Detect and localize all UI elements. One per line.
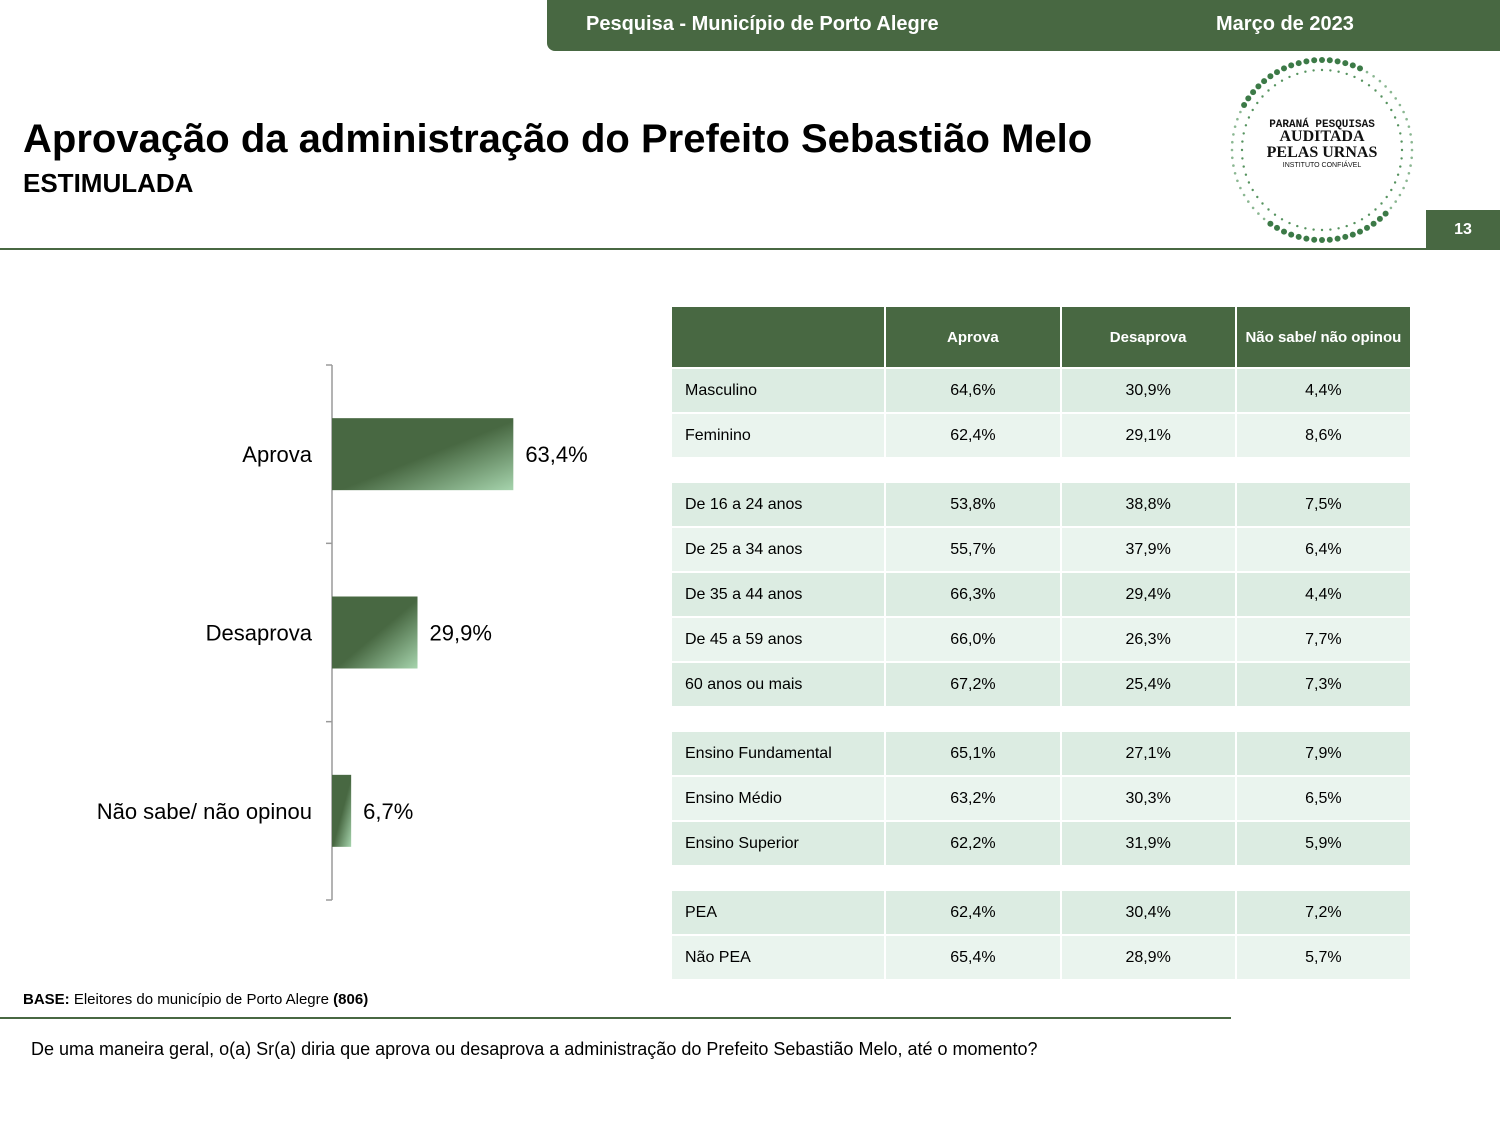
base-count: (806) <box>333 991 369 1008</box>
value-label: 29,9% <box>430 621 492 646</box>
table-row: PEA 62,4% 30,4% 7,2% <box>672 891 1410 934</box>
table-cell: 30,9% <box>1061 369 1235 412</box>
base-note: BASE: Eleitores do município de Porto Al… <box>23 991 368 1008</box>
table-cell: 7,5% <box>1236 483 1410 526</box>
table-cell: 62,4% <box>886 414 1060 457</box>
table-cell: 65,1% <box>886 732 1060 775</box>
table-cell: 63,2% <box>886 777 1060 820</box>
table-cell: 67,2% <box>886 663 1060 706</box>
row-label: Ensino Fundamental <box>672 732 885 775</box>
column-header: Aprova <box>886 307 1060 367</box>
table-row: Ensino Superior 62,2% 31,9% 5,9% <box>672 822 1410 865</box>
title-divider <box>0 248 1500 250</box>
table-cell: 29,1% <box>1061 414 1235 457</box>
page-title: Aprovação da administração do Prefeito S… <box>23 117 1093 161</box>
logo-line-4: INSTITUTO CONFIÁVEL <box>1283 160 1362 169</box>
page-number: 13 <box>1426 210 1500 249</box>
group-spacer <box>672 867 1410 889</box>
table-cell: 62,2% <box>886 822 1060 865</box>
row-label: De 35 a 44 anos <box>672 573 885 616</box>
page-subtitle: ESTIMULADA <box>23 168 194 198</box>
table-cell: 4,4% <box>1236 573 1410 616</box>
table-cell: 53,8% <box>886 483 1060 526</box>
row-label: Feminino <box>672 414 885 457</box>
parana-pesquisas-logo: PARANÁ PESQUISAS AUDITADA PELAS URNAS IN… <box>1230 57 1414 243</box>
table-cell: 6,4% <box>1236 528 1410 571</box>
survey-name: Pesquisa - Município de Porto Alegre <box>586 13 939 35</box>
bar-3 <box>332 774 352 847</box>
table-cell: 65,4% <box>886 936 1060 979</box>
value-label: 6,7% <box>363 799 413 824</box>
table-cell: 66,0% <box>886 618 1060 661</box>
logo-line-3: PELAS URNAS <box>1267 144 1378 161</box>
category-label: Desaprova <box>206 621 313 646</box>
table-cell: 5,7% <box>1236 936 1410 979</box>
column-header: Desaprova <box>1061 307 1235 367</box>
table-cell: 38,8% <box>1061 483 1235 526</box>
approval-bar-chart: Aprova 63,4% Desaprova 29,9% Não sabe/ não o… <box>97 364 588 901</box>
table-cell: 62,4% <box>886 891 1060 934</box>
table-cell: 31,9% <box>1061 822 1235 865</box>
table-cell: 64,6% <box>886 369 1060 412</box>
table-cell: 8,6% <box>1236 414 1410 457</box>
row-label: Não PEA <box>672 936 885 979</box>
category-label: Aprova <box>242 442 312 467</box>
logo-line-2: AUDITADA <box>1279 128 1364 145</box>
table-cell: 28,9% <box>1061 936 1235 979</box>
table-cell: 27,1% <box>1061 732 1235 775</box>
row-label: 60 anos ou mais <box>672 663 885 706</box>
table-cell: 30,4% <box>1061 891 1235 934</box>
table-row: Ensino Fundamental 65,1% 27,1% 7,9% <box>672 732 1410 775</box>
table-cell: 7,9% <box>1236 732 1410 775</box>
table-cell: 6,5% <box>1236 777 1410 820</box>
header-blank <box>672 307 885 367</box>
survey-date: Março de 2023 <box>1216 13 1354 35</box>
row-label: De 25 a 34 anos <box>672 528 885 571</box>
base-label: BASE: <box>23 991 70 1008</box>
table-cell: 55,7% <box>886 528 1060 571</box>
table-cell: 7,7% <box>1236 618 1410 661</box>
row-label: De 16 a 24 anos <box>672 483 885 526</box>
table-cell: 66,3% <box>886 573 1060 616</box>
table-row: 60 anos ou mais 67,2% 25,4% 7,3% <box>672 663 1410 706</box>
table-row: De 16 a 24 anos 53,8% 38,8% 7,5% <box>672 483 1410 526</box>
row-label: Ensino Superior <box>672 822 885 865</box>
table-row: De 45 a 59 anos 66,0% 26,3% 7,7% <box>672 618 1410 661</box>
table-cell: 5,9% <box>1236 822 1410 865</box>
table-cell: 4,4% <box>1236 369 1410 412</box>
table-cell: 29,4% <box>1061 573 1235 616</box>
table-cell: 26,3% <box>1061 618 1235 661</box>
row-label: Masculino <box>672 369 885 412</box>
table-row: De 35 a 44 anos 66,3% 29,4% 4,4% <box>672 573 1410 616</box>
row-label: De 45 a 59 anos <box>672 618 885 661</box>
row-label: PEA <box>672 891 885 934</box>
group-spacer <box>672 459 1410 481</box>
survey-question: De uma maneira geral, o(a) Sr(a) diria q… <box>31 1039 1038 1059</box>
table-row: Ensino Médio 63,2% 30,3% 6,5% <box>672 777 1410 820</box>
bar-1 <box>332 418 514 491</box>
table-row: Feminino 62,4% 29,1% 8,6% <box>672 414 1410 457</box>
group-spacer <box>672 708 1410 730</box>
row-label: Ensino Médio <box>672 777 885 820</box>
table-cell: 30,3% <box>1061 777 1235 820</box>
logo-line-1: PARANÁ PESQUISAS <box>1269 117 1375 131</box>
base-text: Eleitores do município de Porto Alegre <box>73 991 329 1008</box>
value-label: 63,4% <box>525 442 587 467</box>
table-cell: 7,2% <box>1236 891 1410 934</box>
footer-divider <box>0 1017 1231 1019</box>
table-cell: 37,9% <box>1061 528 1235 571</box>
table-row: Não PEA 65,4% 28,9% 5,7% <box>672 936 1410 979</box>
crosstab-table: Aprova Desaprova Não sabe/ não opinou Masc… <box>670 305 1412 981</box>
category-label: Não sabe/ não opinou <box>97 799 312 824</box>
column-header: Não sabe/ não opinou <box>1236 307 1410 367</box>
table-row: Masculino 64,6% 30,9% 4,4% <box>672 369 1410 412</box>
table-cell: 7,3% <box>1236 663 1410 706</box>
header-bar: Pesquisa - Município de Porto Alegre Mar… <box>547 0 1500 51</box>
table-row: De 25 a 34 anos 55,7% 37,9% 6,4% <box>672 528 1410 571</box>
table-cell: 25,4% <box>1061 663 1235 706</box>
bar-2 <box>332 596 418 669</box>
